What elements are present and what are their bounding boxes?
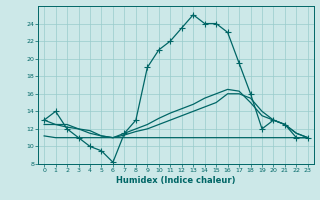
X-axis label: Humidex (Indice chaleur): Humidex (Indice chaleur) xyxy=(116,176,236,185)
